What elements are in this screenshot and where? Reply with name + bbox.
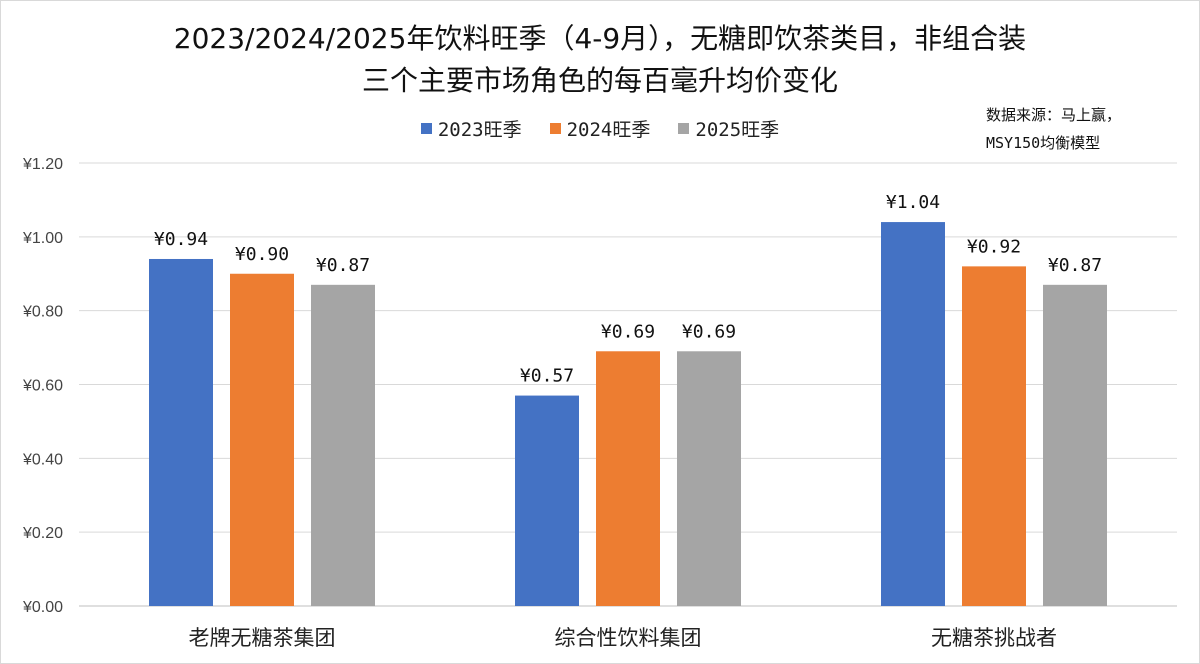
legend-label-2023: 2023旺季 — [437, 119, 522, 141]
source-line-2: MSY150均衡模型 — [986, 134, 1101, 152]
bar — [515, 395, 579, 606]
y-tick-label: ¥0.80 — [22, 304, 63, 321]
bar — [311, 284, 375, 606]
y-tick-label: ¥0.20 — [22, 525, 63, 542]
y-tick-label: ¥0.60 — [22, 378, 63, 395]
data-label: ¥1.04 — [886, 192, 940, 213]
data-label: ¥0.87 — [1048, 255, 1102, 276]
data-label: ¥0.92 — [967, 236, 1021, 257]
legend-swatch-2023 — [420, 123, 432, 134]
bar — [1043, 284, 1107, 606]
y-tick-label: ¥0.40 — [22, 451, 63, 468]
y-tick-label: ¥1.00 — [22, 230, 63, 247]
chart-subtitle: 三个主要市场角色的每百毫升均价变化 — [361, 64, 838, 97]
bar — [149, 258, 213, 606]
y-tick-label: ¥1.20 — [22, 156, 63, 173]
bar — [677, 351, 741, 606]
data-label: ¥0.87 — [316, 255, 370, 276]
data-label: ¥0.94 — [154, 229, 208, 250]
data-label: ¥0.69 — [601, 321, 655, 342]
category-label: 老牌无糖茶集团 — [189, 626, 336, 650]
y-tick-label: ¥0.00 — [22, 599, 63, 616]
chart-title: 2023/2024/2025年饮料旺季（4-9月），无糖即饮茶类目，非组合装 — [173, 22, 1027, 55]
source-line-1: 数据来源：马上赢， — [986, 106, 1122, 124]
data-label: ¥0.57 — [520, 366, 574, 387]
category-label: 综合性饮料集团 — [555, 626, 702, 650]
legend-label-2024: 2024旺季 — [566, 119, 651, 141]
category-label: 无糖茶挑战者 — [931, 626, 1057, 650]
data-source-note: 数据来源：马上赢， MSY150均衡模型 — [986, 101, 1121, 157]
legend-swatch-2025 — [678, 123, 690, 134]
legend-label-2025: 2025旺季 — [695, 119, 780, 141]
bar — [881, 222, 945, 607]
bar — [962, 266, 1026, 606]
bar — [230, 273, 294, 606]
bar — [596, 351, 660, 606]
legend: 2023旺季 2024旺季 2025旺季 — [1, 115, 1199, 142]
data-label: ¥0.69 — [682, 321, 736, 342]
legend-item-2024: 2024旺季 — [549, 115, 651, 142]
legend-swatch-2024 — [549, 123, 561, 134]
data-label: ¥0.90 — [235, 244, 289, 265]
legend-item-2025: 2025旺季 — [678, 115, 779, 142]
legend-item-2023: 2023旺季 — [420, 115, 522, 142]
